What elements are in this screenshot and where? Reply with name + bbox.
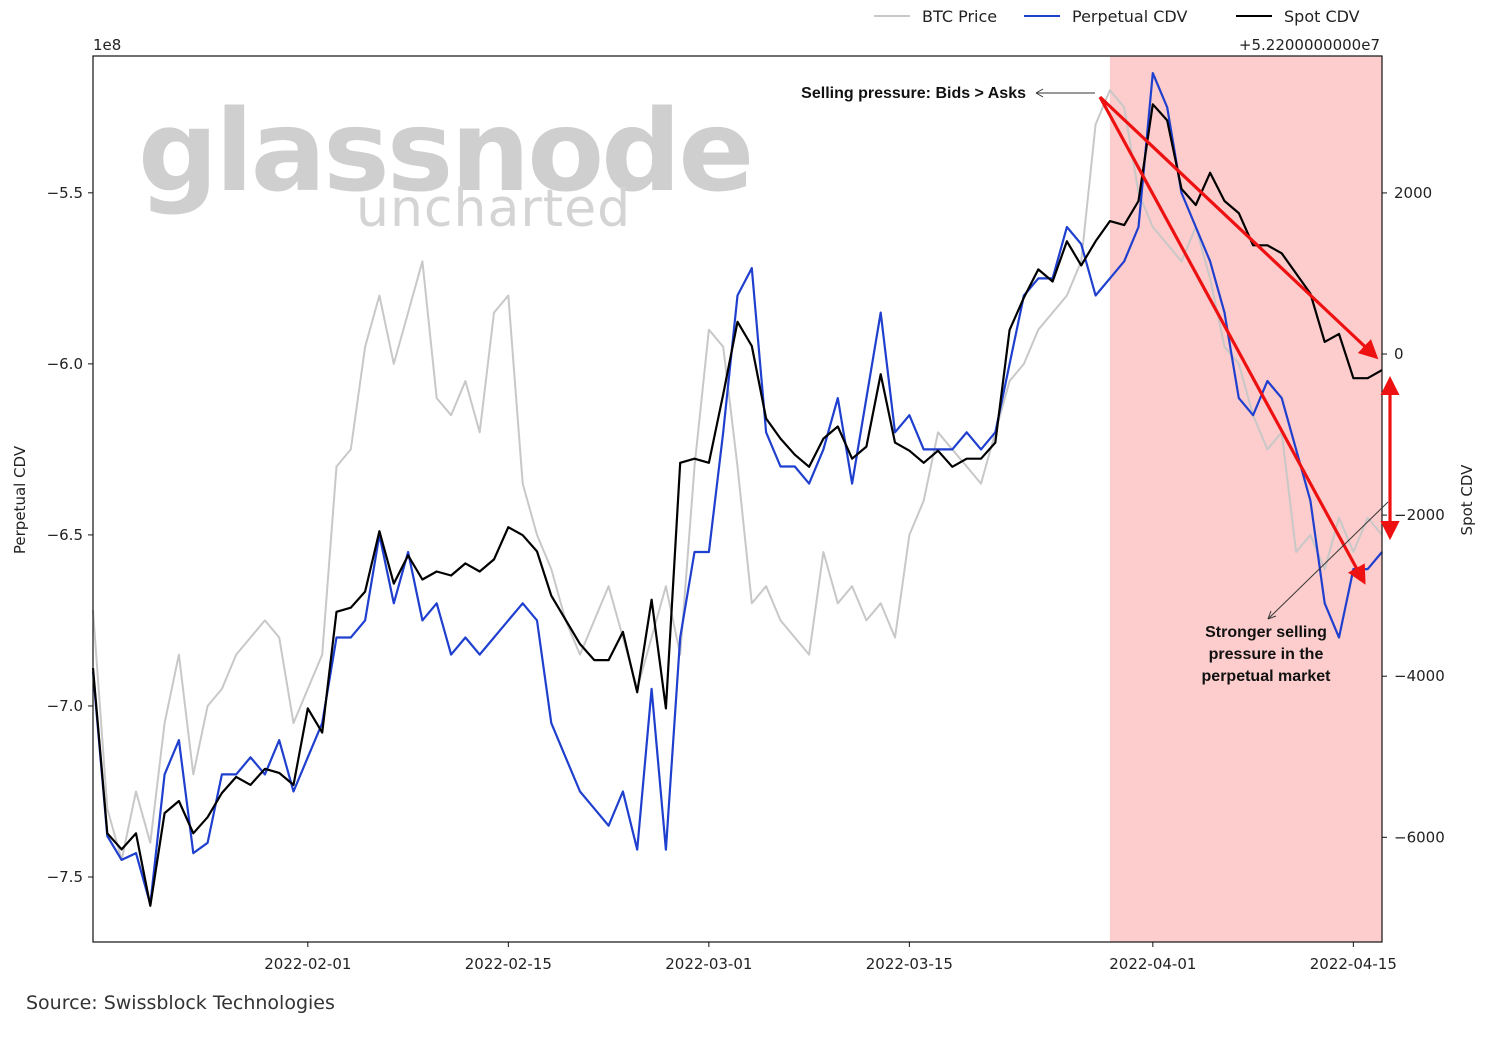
series-group [91, 71, 1383, 907]
perpetual-cdv-line [91, 71, 1383, 906]
perp-trend-arrow [1098, 96, 1366, 585]
left-axis-scale-label: 1e8 [93, 36, 121, 54]
right-tick-label: 0 [1394, 345, 1404, 363]
x-tick-label: 2022-04-01 [1109, 955, 1196, 973]
left-tick-label: −7.5 [47, 868, 83, 886]
x-tick-label: 2022-03-01 [665, 955, 752, 973]
source-caption: Source: Swissblock Technologies [26, 992, 335, 1014]
x-tick-label: 2022-02-15 [465, 955, 552, 973]
stronger-selling-pointer [1267, 501, 1389, 620]
btc-price-line [92, 89, 1383, 861]
left-tick-label: −6.5 [47, 526, 83, 544]
left-tick-label: −7.0 [47, 697, 83, 715]
spot-cdv-line [91, 103, 1383, 907]
selling-pressure-annotation: Selling pressure: Bids > Asks [801, 85, 1026, 102]
legend-btc-label: BTC Price [922, 7, 997, 26]
selling-pressure-pointer-head [1035, 88, 1044, 98]
watermark-glassnode: glassnode [138, 87, 751, 217]
watermark-uncharted: uncharted [356, 179, 631, 239]
axis-ticks: 2022-02-01 2022-02-15 2022-03-01 2022-03-15… [47, 184, 1445, 973]
right-axis-label: Spot CDV [1458, 464, 1476, 536]
x-tick-label: 2022-03-15 [866, 955, 953, 973]
legend-perp-label: Perpetual CDV [1072, 7, 1187, 26]
right-tick-label: −4000 [1394, 667, 1445, 685]
stronger-selling-line2: pressure in the [1209, 646, 1324, 663]
legend-spot-label: Spot CDV [1284, 7, 1360, 26]
left-tick-label: −6.0 [47, 355, 83, 373]
right-axis-offset-label: +5.2200000000e7 [1239, 36, 1380, 54]
spot-trend-arrow [1098, 95, 1379, 360]
stronger-selling-line1: Stronger selling [1205, 624, 1327, 641]
right-tick-label: 2000 [1394, 184, 1432, 202]
stronger-selling-pointer-head [1267, 610, 1277, 620]
x-tick-label: 2022-04-15 [1310, 955, 1397, 973]
left-tick-label: −5.5 [47, 184, 83, 202]
right-tick-label: −6000 [1394, 828, 1445, 846]
highlight-region [1109, 56, 1382, 942]
right-tick-label: −2000 [1394, 506, 1445, 524]
legend: BTC Price Perpetual CDV Spot CDV [874, 7, 1360, 26]
left-axis-label: Perpetual CDV [11, 445, 29, 554]
x-tick-label: 2022-02-01 [264, 955, 351, 973]
stronger-selling-line3: perpetual market [1202, 668, 1332, 685]
